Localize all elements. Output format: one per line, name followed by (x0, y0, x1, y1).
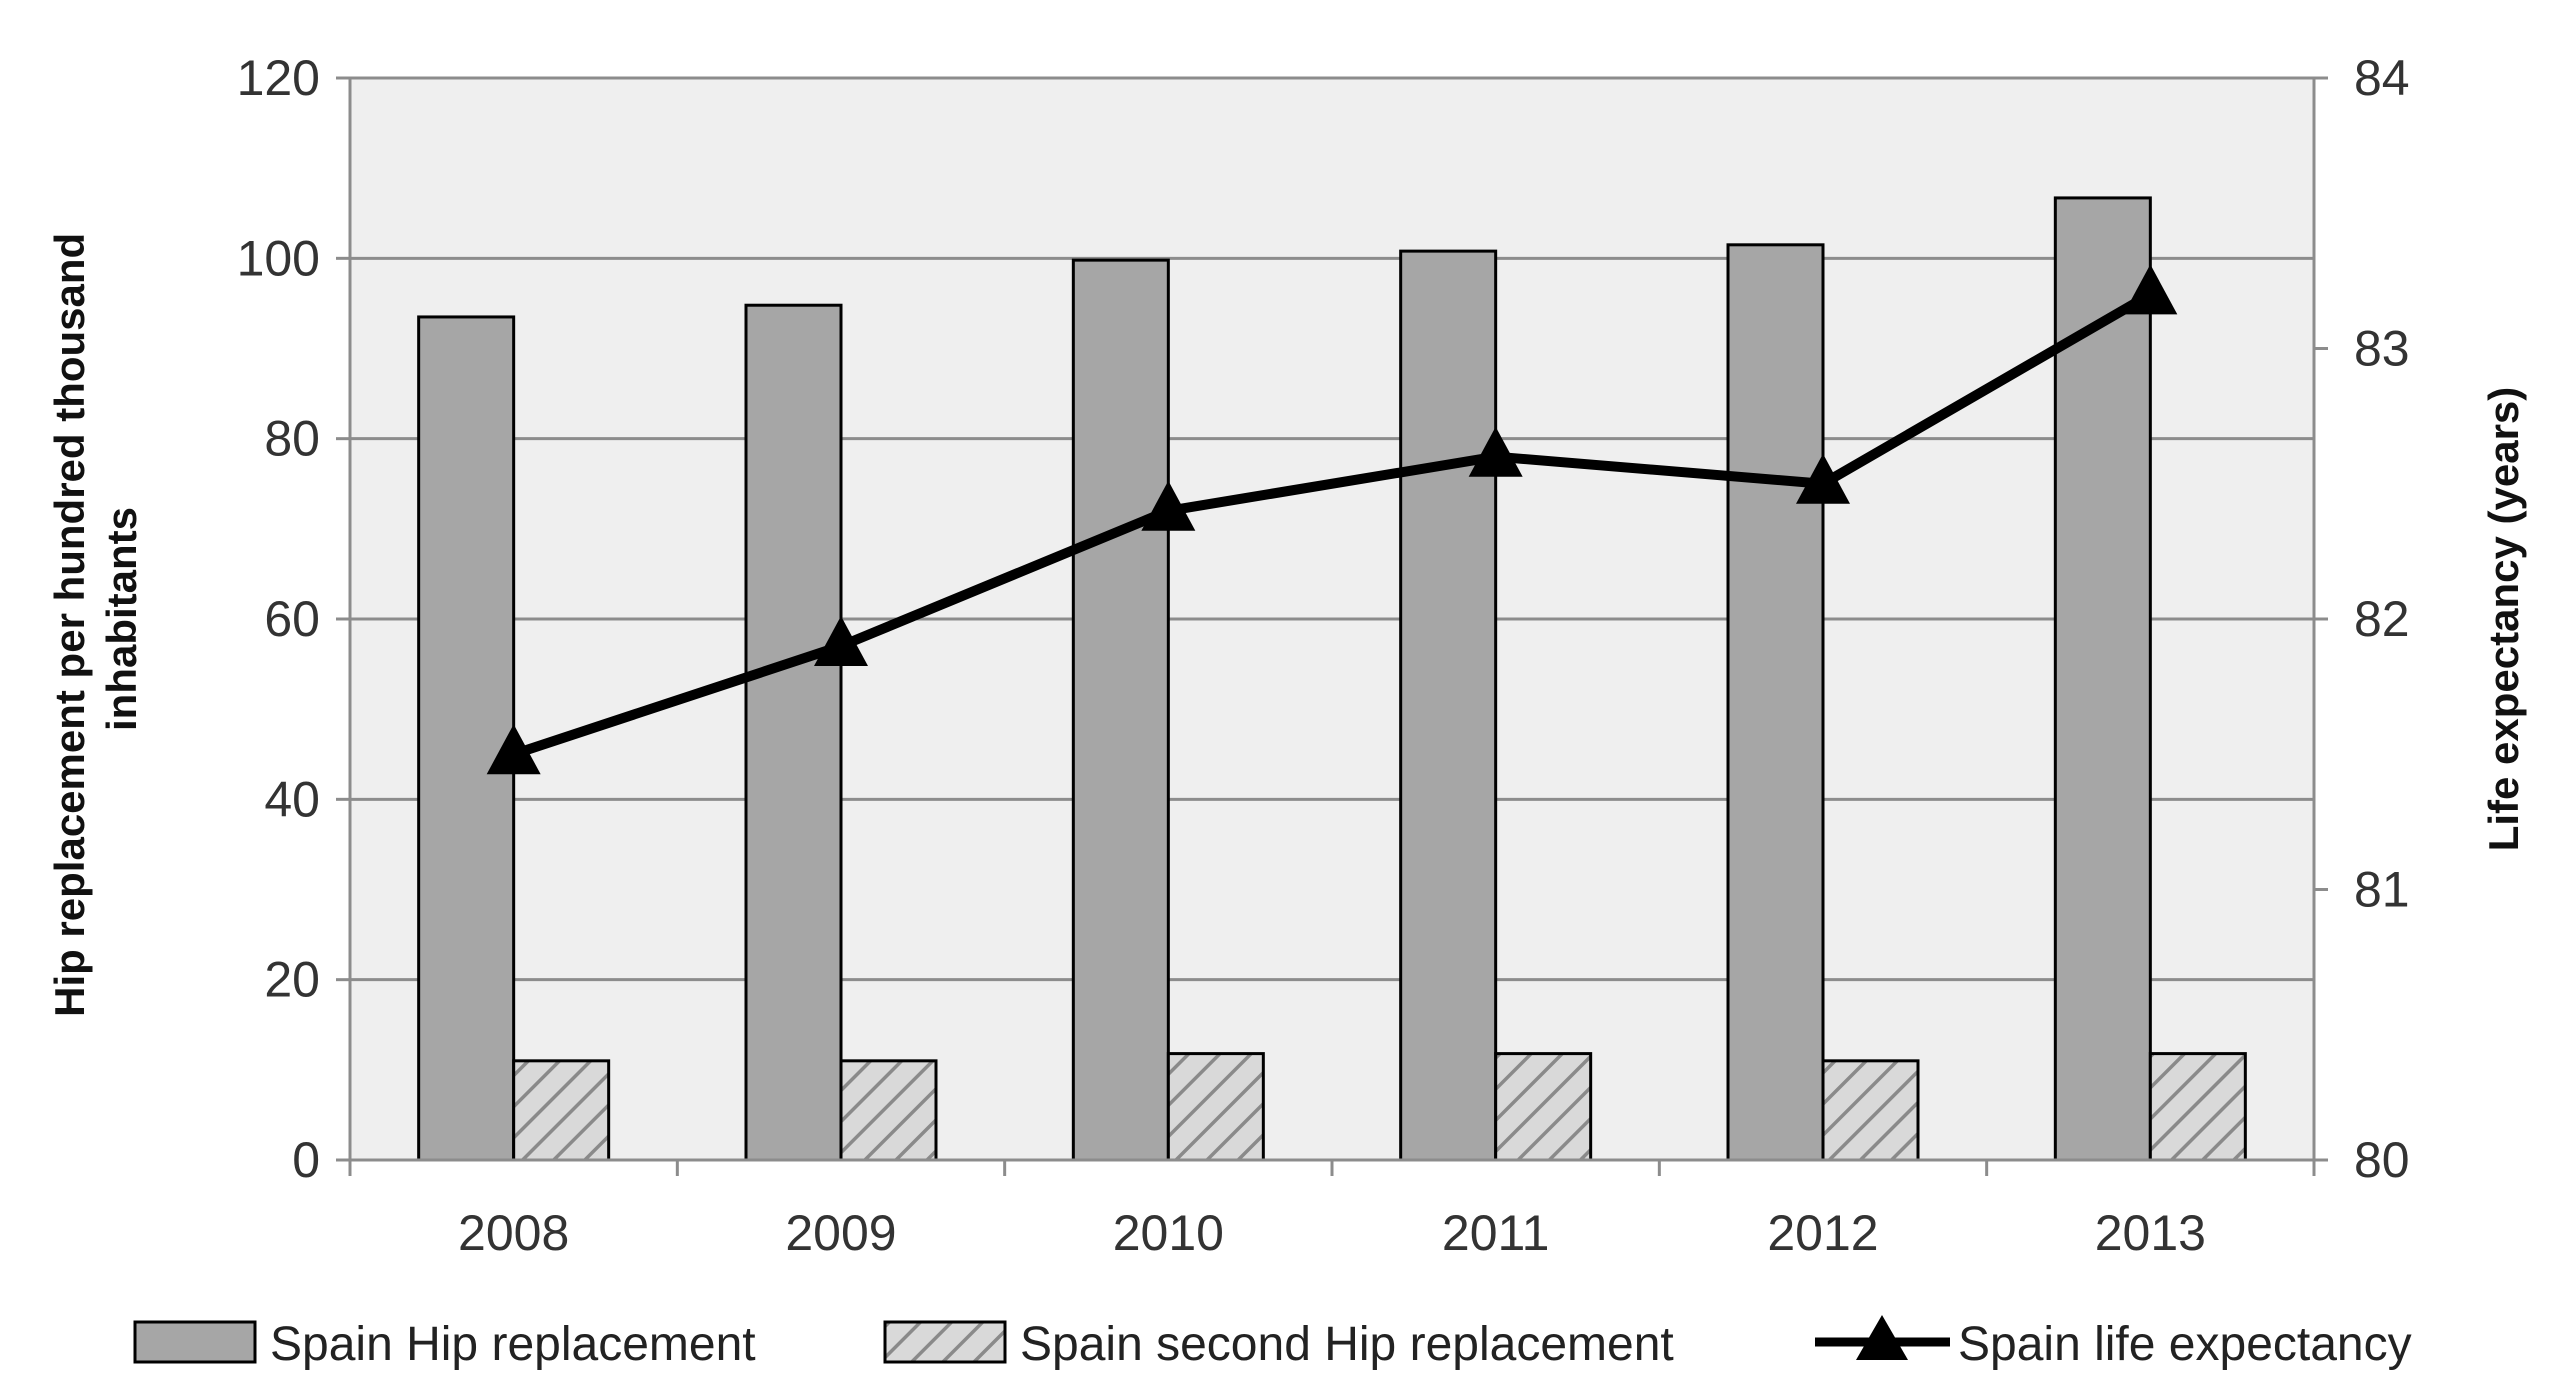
life-expectancy-marker (1141, 480, 1196, 531)
y-left-tick-label: 40 (264, 771, 320, 827)
life-expectancy-marker (2123, 264, 2178, 315)
bar-second-hip-replacement (512, 1059, 611, 1162)
legend: Spain Hip replacement Spain second Hip r… (133, 1315, 2412, 1371)
y-left-tick-label: 0 (292, 1132, 320, 1188)
legend-label-life-expectancy: Spain life expectancy (1958, 1318, 2412, 1371)
y-right-tick-label: 83 (2354, 321, 2410, 377)
bar-second-hip-replacement (839, 1059, 938, 1162)
bar-second-hip-replacement (2148, 1052, 2247, 1162)
legend-item-second-hip-replacement: Spain second Hip replacement (883, 1318, 1674, 1371)
legend-label-second-hip-replacement: Spain second Hip replacement (1020, 1318, 1674, 1371)
legend-item-hip-replacement: Spain Hip replacement (133, 1318, 756, 1371)
bar-second-hip-replacement (1821, 1059, 1920, 1162)
y-right-tick-label: 81 (2354, 862, 2410, 918)
bar-hip-replacement (417, 315, 516, 1162)
y-left-tick-label: 80 (264, 411, 320, 467)
life-expectancy-polyline (512, 290, 2153, 759)
life-expectancy-line (486, 264, 2178, 775)
legend-item-life-expectancy: Spain life expectancy (1815, 1315, 2412, 1371)
life-expectancy-marker (1796, 453, 1850, 504)
legend-triangle-marker (1856, 1315, 1908, 1360)
y-left-axis-title-line-1: Hip replacement per hundred thousand (46, 233, 93, 1017)
y-right-tick-label: 80 (2354, 1132, 2410, 1188)
legend-swatch-second-hip-replacement (883, 1320, 1007, 1364)
y-left-axis-title-line-2: inhabitants (98, 507, 145, 731)
x-tick-label: 2011 (1442, 1205, 1550, 1261)
legend-swatch-hip-replacement (133, 1320, 257, 1364)
bar-hip-replacement (1726, 243, 1825, 1162)
y-left-tick-label: 100 (237, 230, 320, 286)
y-right-tick-label: 82 (2354, 591, 2410, 647)
y-left-axis-title: Hip replacement per hundred thousand inh… (46, 221, 145, 1017)
x-tick-label: 2009 (785, 1205, 896, 1261)
bar-second-hip-replacement (1494, 1052, 1593, 1162)
tick-labels: 0 20 40 60 80 100 120 80 81 82 83 84 2008 2009 2010 201… (237, 50, 2410, 1261)
bar-hip-replacement (744, 303, 843, 1162)
life-expectancy-marker (486, 724, 541, 775)
x-tick-label: 2010 (1113, 1205, 1224, 1261)
axes (336, 76, 2328, 1176)
x-tick-label: 2012 (1767, 1205, 1878, 1261)
x-tick-label: 2008 (458, 1205, 569, 1261)
y-left-tick-label: 20 (264, 952, 320, 1008)
y-right-tick-label: 84 (2354, 50, 2410, 106)
y-left-tick-label: 60 (264, 591, 320, 647)
bar-hip-replacement (1399, 249, 1498, 1162)
life-expectancy-marker (814, 616, 868, 667)
x-tick-label: 2013 (2095, 1205, 2206, 1261)
gridlines (350, 76, 2314, 982)
y-left-tick-label: 120 (237, 50, 320, 106)
y-right-axis-title: Life expectancy (years) (2480, 387, 2527, 852)
legend-label-hip-replacement: Spain Hip replacement (270, 1318, 756, 1371)
bar-hip-replacement (2053, 196, 2152, 1162)
bar-hip-replacement (1071, 258, 1170, 1162)
bar-second-hip-replacement (1166, 1052, 1265, 1162)
life-expectancy-marker (1468, 426, 1523, 477)
